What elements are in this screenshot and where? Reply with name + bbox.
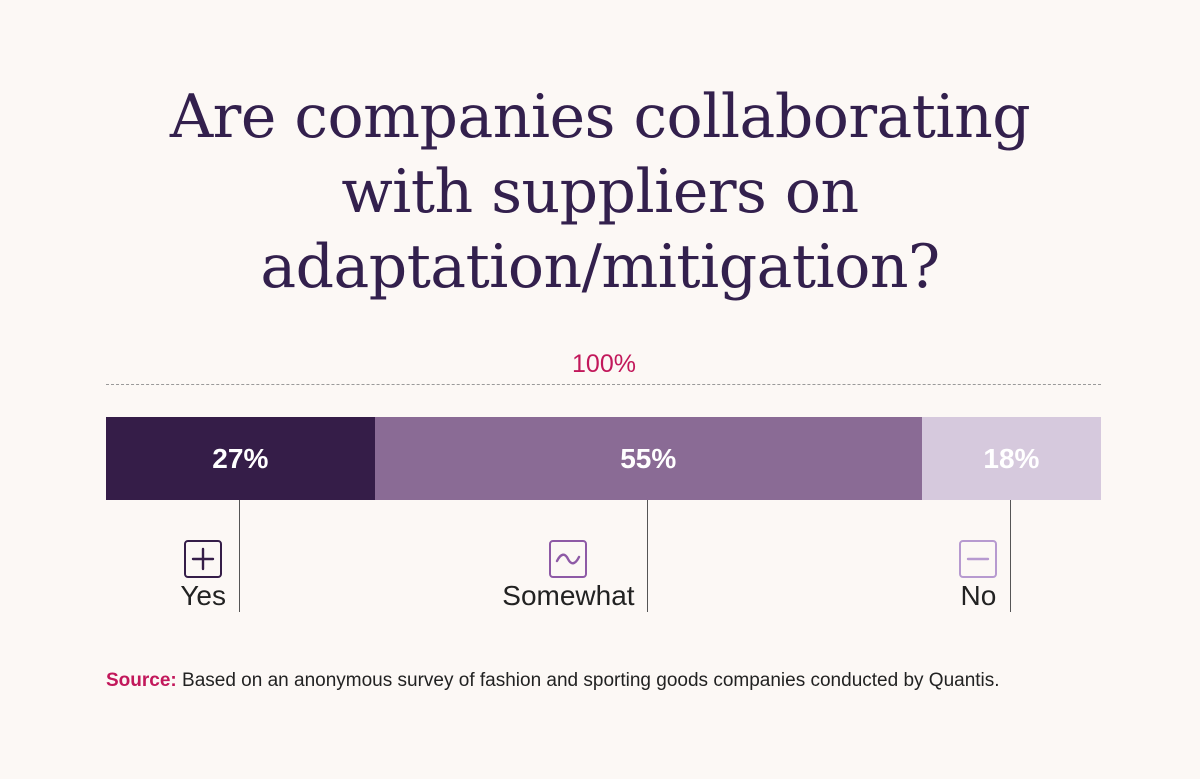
title-line-3: adaptation/mitigation? <box>260 232 940 302</box>
bar-segment-somewhat: 55% <box>374 417 922 500</box>
total-dashed-line <box>106 384 1101 385</box>
category-label-somewhat: Somewhat <box>502 580 635 611</box>
stacked-bar: 27% 55% 18% <box>106 417 1101 500</box>
source-text: Based on an anonymous survey of fashion … <box>182 670 1000 691</box>
connector-line-yes <box>239 500 241 612</box>
bar-segment-yes: 27% <box>106 417 375 500</box>
minus-icon <box>959 540 998 578</box>
tilde-icon <box>549 540 588 578</box>
category-label-yes: Yes <box>180 580 226 611</box>
category-no: No <box>959 540 998 612</box>
category-somewhat: Somewhat <box>502 540 635 612</box>
title-line-1: Are companies collaborating <box>169 82 1031 152</box>
value-label-no: 18% <box>983 442 1040 474</box>
bar-segment-no: 18% <box>921 417 1101 500</box>
value-label-yes: 27% <box>212 442 269 474</box>
plus-icon <box>184 540 223 578</box>
source-note: Source: Based on an anonymous survey of … <box>106 670 1000 692</box>
category-yes: Yes <box>180 540 226 612</box>
category-label-no: No <box>960 580 997 611</box>
connector-line-no <box>1010 500 1012 612</box>
total-label: 100% <box>572 350 636 378</box>
value-label-somewhat: 55% <box>620 442 677 474</box>
chart-title: Are companies collaborating with supplie… <box>0 80 1200 305</box>
source-label: Source: <box>106 670 177 691</box>
connector-line-somewhat <box>647 500 649 612</box>
title-line-2: with suppliers on <box>341 157 859 227</box>
